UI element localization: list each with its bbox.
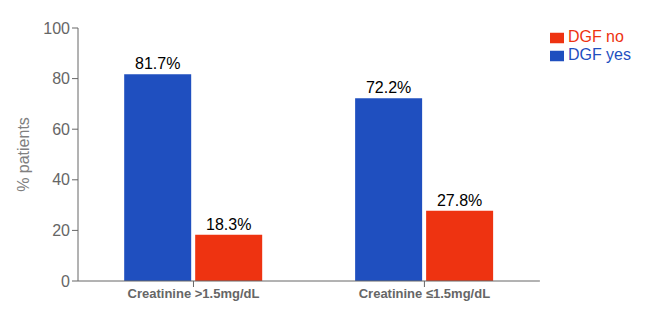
svg-text:0: 0 <box>61 273 70 290</box>
svg-text:81.7%: 81.7% <box>135 55 180 72</box>
svg-text:27.8%: 27.8% <box>437 192 482 209</box>
svg-text:60: 60 <box>52 121 70 138</box>
html-text:DGF yes: DGF yes <box>567 46 631 63</box>
svg-text:Creatinine >1.5mg/dL: Creatinine >1.5mg/dL <box>128 286 260 301</box>
svg-text:18.3%: 18.3% <box>206 216 251 233</box>
svg-text:% patients: % patients <box>15 117 32 192</box>
svg-text:100: 100 <box>43 20 70 37</box>
html-text:DGF no: DGF no <box>567 28 624 45</box>
svg-text:40: 40 <box>52 171 70 188</box>
svg-text:72.2%: 72.2% <box>366 79 411 96</box>
svg-text:Creatinine ≤1.5mg/dL: Creatinine ≤1.5mg/dL <box>359 286 490 301</box>
svg-text:20: 20 <box>52 222 70 239</box>
svg-text:80: 80 <box>52 70 70 87</box>
